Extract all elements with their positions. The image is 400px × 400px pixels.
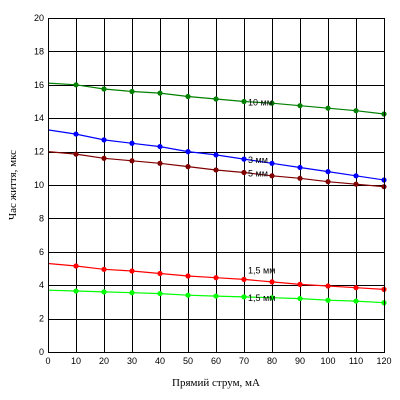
data-point	[73, 131, 79, 137]
data-point	[213, 275, 219, 281]
y-tick-label: 10	[34, 180, 44, 190]
data-point	[129, 88, 135, 95]
data-point	[269, 279, 275, 285]
data-point	[101, 289, 107, 295]
data-point	[353, 181, 359, 187]
data-point	[269, 295, 275, 301]
series-label: 10 мм	[248, 98, 273, 108]
series-0	[47, 82, 387, 117]
y-axis-ticks: 0 2 4 6 8 10 12 14 16 18 20	[34, 13, 44, 357]
data-point	[353, 298, 359, 304]
x-tick-label: 120	[376, 356, 391, 366]
data-point	[101, 266, 107, 272]
data-point	[157, 270, 163, 277]
data-point	[269, 160, 275, 166]
y-tick-label: 4	[39, 280, 44, 290]
x-tick-label: 80	[267, 356, 277, 366]
x-tick-label: 30	[127, 356, 137, 366]
data-point	[325, 283, 331, 289]
y-tick-label: 8	[39, 213, 44, 223]
data-point	[353, 108, 359, 114]
data-point	[241, 98, 247, 105]
data-point	[353, 285, 359, 291]
data-point	[101, 137, 107, 143]
data-point	[129, 268, 135, 274]
data-point	[185, 149, 191, 155]
data-point	[73, 263, 79, 269]
data-point	[157, 90, 163, 96]
data-point	[241, 276, 247, 282]
y-tick-label: 0	[39, 347, 44, 357]
x-axis-title: Прямий струм, мА	[172, 377, 260, 389]
data-point	[129, 290, 135, 296]
y-tick-label: 18	[34, 46, 44, 56]
data-point	[297, 295, 303, 302]
data-point	[353, 173, 359, 179]
series-layer	[47, 82, 387, 306]
series-label: 3 мм	[248, 155, 268, 165]
x-tick-label: 110	[349, 356, 363, 366]
data-point	[157, 290, 163, 297]
data-point	[157, 143, 163, 150]
data-point	[297, 164, 303, 171]
series-1	[47, 129, 387, 183]
y-tick-label: 14	[34, 113, 44, 123]
grid	[48, 18, 385, 353]
data-point	[297, 175, 303, 181]
x-tick-label: 40	[155, 356, 165, 366]
data-point	[213, 167, 219, 173]
series-label: 5 мм	[248, 168, 268, 178]
data-point	[73, 151, 79, 157]
data-point	[213, 293, 219, 299]
data-point	[157, 160, 163, 166]
data-point	[213, 96, 219, 102]
data-point	[241, 156, 247, 162]
data-point	[325, 297, 331, 303]
data-point	[241, 169, 247, 176]
data-point	[297, 281, 303, 287]
data-point	[325, 105, 331, 111]
data-point	[185, 164, 191, 170]
data-point	[73, 288, 79, 294]
data-point	[325, 179, 331, 185]
data-point	[101, 155, 107, 161]
series-4	[47, 288, 387, 306]
data-point	[269, 173, 275, 179]
x-tick-label: 100	[320, 356, 335, 366]
data-point	[129, 158, 135, 164]
x-axis-ticks: 0 10 20 30 40 50 60 70 80 90 100 110 120	[45, 356, 391, 366]
y-tick-label: 2	[39, 314, 44, 324]
data-point	[185, 292, 191, 298]
series-labels: 10 мм 3 мм 5 мм 1,5 мм 1,5 мм	[248, 98, 275, 303]
plot-frame	[48, 18, 385, 353]
data-point	[213, 152, 219, 158]
data-point	[185, 273, 191, 279]
data-point	[185, 93, 191, 100]
series-label: 1,5 мм	[248, 293, 275, 303]
y-tick-label: 16	[34, 80, 44, 90]
data-point	[325, 169, 331, 175]
x-tick-label: 10	[71, 356, 81, 366]
x-tick-label: 70	[239, 356, 249, 366]
y-tick-label: 6	[39, 247, 44, 257]
x-tick-label: 60	[211, 356, 221, 366]
data-point	[297, 103, 303, 109]
series-label: 1,5 мм	[248, 265, 275, 275]
data-point	[101, 86, 107, 92]
series-3	[47, 262, 387, 292]
data-point	[241, 294, 247, 300]
y-axis-title: Час життя, мкс	[7, 150, 19, 220]
data-point	[73, 82, 79, 88]
data-point	[269, 100, 275, 106]
x-tick-label: 90	[295, 356, 305, 366]
x-tick-label: 0	[45, 356, 50, 366]
x-tick-label: 50	[183, 356, 193, 366]
y-tick-label: 20	[34, 13, 44, 23]
y-tick-label: 12	[34, 147, 44, 157]
data-point	[129, 140, 135, 146]
x-tick-label: 20	[99, 356, 109, 366]
